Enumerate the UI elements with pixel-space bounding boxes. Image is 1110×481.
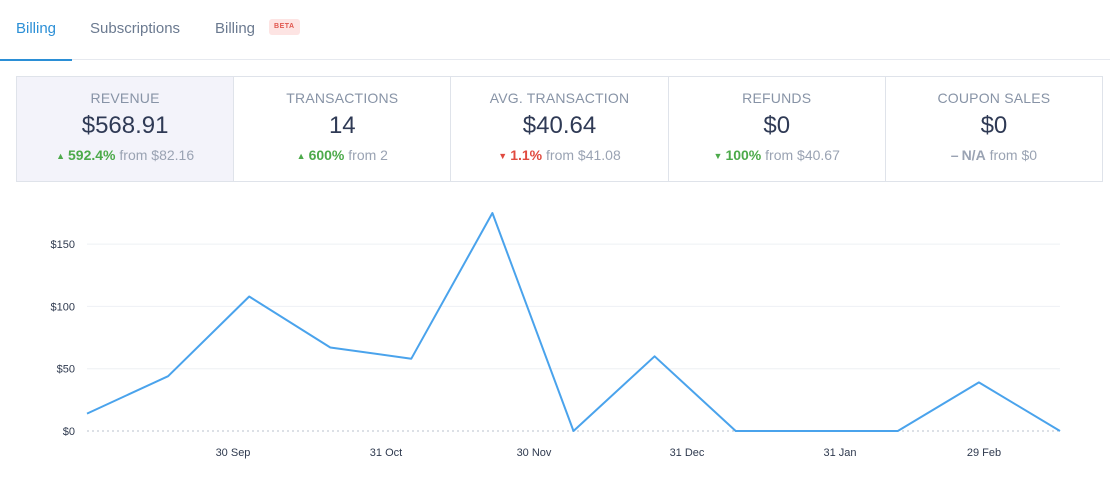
data-point[interactable] (405, 353, 417, 365)
revenue-chart[interactable]: $0 $50 $100 $150 30 Sep 31 Oct 30 Nov 31 Dec 31 … (0, 190, 1110, 481)
data-point[interactable] (162, 370, 174, 382)
dash-icon: – (950, 147, 959, 163)
beta-badge: BETA (269, 19, 300, 36)
y-tick-label: $150 (51, 239, 75, 251)
x-tick-label: 31 Jan (823, 447, 856, 459)
tab-subscriptions[interactable]: Subscriptions (90, 0, 180, 60)
stat-change: ▼ 1.1% from $41.08 (451, 146, 667, 166)
y-tick-label: $0 (63, 426, 75, 438)
tab-billing-label: Billing (16, 20, 57, 37)
stat-change-percent: 592.4% (68, 147, 116, 163)
data-point[interactable] (973, 376, 985, 388)
stat-change-from: from 2 (348, 147, 388, 163)
tab-billing-beta[interactable]: Billing BETA (215, 0, 300, 60)
stat-value: $0 (980, 112, 1008, 139)
stat-change-from: from $41.08 (546, 147, 621, 163)
stat-change-percent: 1.1% (510, 147, 543, 163)
stat-label: REFUNDS (742, 90, 812, 106)
data-point[interactable] (892, 425, 904, 437)
data-point[interactable] (486, 207, 498, 219)
stat-label: REVENUE (90, 90, 160, 106)
revenue-line-chart: $0 $50 $100 $150 30 Sep 31 Oct 30 Nov 31 Dec 31 … (51, 207, 1066, 459)
stat-change-percent: N/A (961, 147, 986, 163)
stat-value: $0 (763, 112, 791, 139)
x-tick-label: 30 Nov (517, 447, 552, 459)
stat-refunds[interactable]: REFUNDS $0 ▼ 100% from $40.67 (669, 77, 886, 181)
y-tick-label: $100 (51, 301, 75, 313)
stat-change: ▼ 100% from $40.67 (669, 146, 885, 166)
data-point[interactable] (568, 425, 580, 437)
stat-value: $568.91 (81, 112, 169, 139)
x-tick-label: 31 Dec (670, 447, 705, 459)
stat-coupon-sales[interactable]: COUPON SALES $0 – N/A from $0 (886, 77, 1102, 181)
stat-change: – N/A from $0 (886, 146, 1102, 164)
stat-change-from: from $0 (989, 147, 1038, 163)
stat-change-percent: 100% (725, 147, 762, 163)
stat-revenue[interactable]: REVENUE $568.91 ▲ 592.4% from $82.16 (17, 77, 235, 181)
data-point[interactable] (811, 425, 823, 437)
revenue-series-line (86, 212, 1061, 432)
data-point[interactable] (324, 342, 336, 354)
stat-change: ▲ 592.4% from $82.16 (17, 146, 233, 166)
data-point[interactable] (730, 425, 742, 437)
stat-change: ▲ 600% from 2 (234, 146, 450, 166)
stat-avg-transaction[interactable]: AVG. TRANSACTION $40.64 ▼ 1.1% from $41.0… (451, 77, 669, 181)
stats-panel: REVENUE $568.91 ▲ 592.4% from $82.16 TRAN… (16, 76, 1103, 182)
arrow-up-icon: ▲ (56, 151, 66, 161)
arrow-up-icon: ▲ (296, 151, 306, 161)
stat-change-from: from $40.67 (765, 147, 840, 163)
stat-value: $40.64 (522, 112, 597, 139)
tab-subscriptions-label: Subscriptions (90, 20, 181, 37)
arrow-down-icon: ▼ (498, 151, 508, 161)
stat-label: AVG. TRANSACTION (489, 90, 630, 106)
stat-change-from: from $82.16 (119, 147, 195, 163)
data-point[interactable] (81, 408, 93, 420)
stat-label: COUPON SALES (937, 90, 1051, 106)
tab-bar: Billing Subscriptions Billing BETA (0, 0, 1110, 61)
y-tick-label: $50 (57, 364, 75, 376)
x-tick-label: 29 Feb (967, 447, 1001, 459)
stat-label: TRANSACTIONS (286, 90, 399, 106)
tab-billing[interactable]: Billing (0, 0, 73, 61)
x-tick-label: 30 Sep (216, 447, 251, 459)
data-point[interactable] (243, 290, 255, 302)
stat-change-percent: 600% (308, 147, 345, 163)
stat-value: 14 (328, 112, 356, 139)
x-tick-label: 31 Oct (370, 447, 402, 459)
data-point[interactable] (649, 350, 661, 362)
arrow-down-icon: ▼ (713, 151, 723, 161)
tab-billing-beta-label: Billing (215, 20, 256, 37)
stat-transactions[interactable]: TRANSACTIONS 14 ▲ 600% from 2 (234, 77, 452, 181)
data-point[interactable] (1054, 425, 1066, 437)
